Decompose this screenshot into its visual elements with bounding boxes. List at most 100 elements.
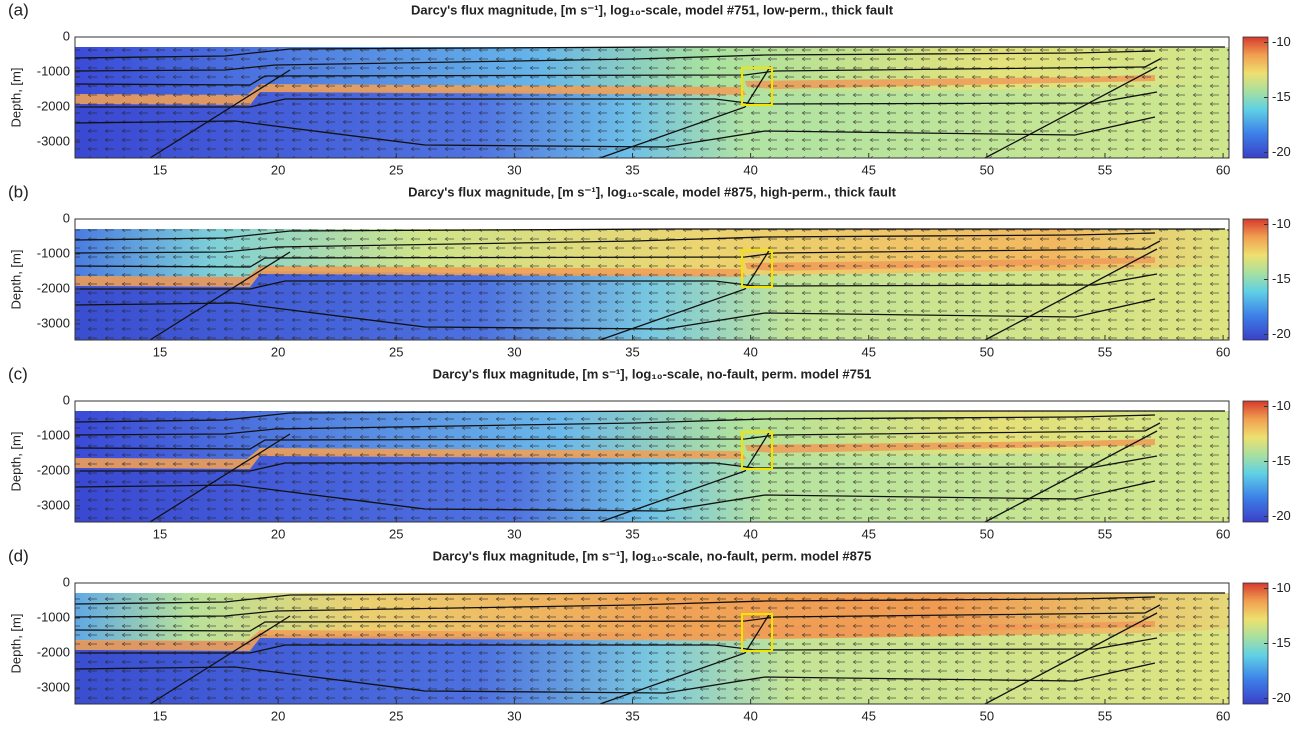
colorbar-tick-label: -15 <box>1272 635 1291 650</box>
y-axis-label: Depth, [m] <box>8 68 23 128</box>
y-tick-label: 0 <box>63 392 70 407</box>
highlight-box <box>741 613 773 652</box>
x-tick-label: 55 <box>1098 344 1112 359</box>
boundary-line <box>74 604 1161 632</box>
x-tick-label: 15 <box>153 344 167 359</box>
x-tick-label: 15 <box>153 162 167 177</box>
x-tick-label: 60 <box>1216 344 1230 359</box>
y-tick-label: -1000 <box>37 609 70 624</box>
x-tick-label: 45 <box>862 344 876 359</box>
x-tick-label: 15 <box>153 708 167 723</box>
boundary-line <box>74 662 1156 694</box>
colorbar-tick-label: -10 <box>1272 580 1291 595</box>
x-tick-label: 50 <box>980 344 994 359</box>
x-tick-label: 50 <box>980 162 994 177</box>
axes-frame <box>74 400 1230 523</box>
y-tick-label: -2000 <box>37 98 70 113</box>
x-tick-label: 35 <box>625 344 639 359</box>
panel-label: (c) <box>8 364 28 383</box>
top-band <box>75 583 1229 593</box>
x-tick-label: 50 <box>980 708 994 723</box>
chart-title: Darcy's flux magnitude, [m s⁻¹], log₁₀-s… <box>433 548 872 563</box>
boundary-line <box>74 228 1225 241</box>
axes-frame <box>74 582 1230 705</box>
boundary-line <box>74 422 1161 450</box>
x-tick-label: 55 <box>1098 162 1112 177</box>
boundary-line <box>74 414 1156 436</box>
x-tick-label: 25 <box>389 162 403 177</box>
boundary-line <box>75 273 1158 290</box>
x-tick-label: 60 <box>1216 526 1230 541</box>
boundary-line <box>74 298 1156 330</box>
x-tick-label: 45 <box>862 526 876 541</box>
x-tick-label: 35 <box>625 526 639 541</box>
y-tick-label: -1000 <box>37 427 70 442</box>
colorbar-tick-label: -15 <box>1272 89 1291 104</box>
boundary-line <box>149 251 291 341</box>
boundary-line <box>149 69 291 159</box>
x-tick-label: 20 <box>271 162 285 177</box>
panel-label: (b) <box>8 182 29 201</box>
boundary-line <box>74 46 1225 59</box>
colorbar <box>1242 218 1269 341</box>
boundary-line <box>149 433 291 523</box>
top-band <box>75 37 1229 47</box>
y-tick-label: -2000 <box>37 644 70 659</box>
boundary-line <box>599 66 771 159</box>
x-tick-label: 25 <box>389 526 403 541</box>
y-tick-label: -3000 <box>37 133 70 148</box>
colorbar-tick-label: -20 <box>1272 508 1291 523</box>
highlight-box <box>741 67 773 106</box>
panel-label: (d) <box>8 546 29 565</box>
x-tick-label: 40 <box>743 344 757 359</box>
colorbar-tick-label: -15 <box>1272 453 1291 468</box>
x-tick-label: 20 <box>271 344 285 359</box>
boundary-line <box>75 637 1158 654</box>
axes-frame <box>74 218 1230 341</box>
boundary-line <box>984 612 1158 705</box>
boundary-line <box>599 248 771 341</box>
colorbar-tick-label: -20 <box>1272 326 1291 341</box>
x-tick-label: 20 <box>271 708 285 723</box>
x-tick-label: 35 <box>625 708 639 723</box>
colorbar-tick-label: -20 <box>1272 690 1291 705</box>
x-tick-label: 40 <box>743 526 757 541</box>
boundary-line <box>74 240 1161 268</box>
boundary-line <box>984 66 1158 159</box>
axes-frame <box>74 36 1230 159</box>
x-tick-label: 40 <box>743 708 757 723</box>
y-axis-label: Depth, [m] <box>8 614 23 674</box>
x-tick-label: 20 <box>271 526 285 541</box>
x-tick-label: 25 <box>389 708 403 723</box>
y-tick-label: -2000 <box>37 280 70 295</box>
colorbar-tick-label: -20 <box>1272 144 1291 159</box>
y-axis-label: Depth, [m] <box>8 250 23 310</box>
y-tick-label: 0 <box>63 28 70 43</box>
boundary-line <box>984 430 1158 523</box>
x-tick-label: 55 <box>1098 526 1112 541</box>
boundary-line <box>74 592 1225 605</box>
colorbar <box>1242 36 1269 159</box>
x-tick-label: 25 <box>389 344 403 359</box>
x-tick-label: 55 <box>1098 708 1112 723</box>
y-tick-label: -1000 <box>37 245 70 260</box>
top-band <box>75 401 1229 411</box>
x-tick-label: 40 <box>743 162 757 177</box>
y-axis-label: Depth, [m] <box>8 432 23 492</box>
x-tick-label: 45 <box>862 708 876 723</box>
x-tick-label: 45 <box>862 162 876 177</box>
colorbar-tick-label: -15 <box>1272 271 1291 286</box>
chart-title: Darcy's flux magnitude, [m s⁻¹], log₁₀-s… <box>411 2 894 17</box>
panel-label: (a) <box>8 0 29 19</box>
x-tick-label: 30 <box>507 708 521 723</box>
boundary-line <box>74 58 1161 86</box>
boundary-line <box>984 248 1158 341</box>
x-tick-label: 60 <box>1216 708 1230 723</box>
boundary-line <box>75 91 1158 108</box>
y-tick-label: -2000 <box>37 462 70 477</box>
boundary-line <box>74 410 1225 423</box>
x-tick-label: 30 <box>507 344 521 359</box>
colorbar-tick-label: -10 <box>1272 216 1291 231</box>
top-band <box>75 219 1229 229</box>
highlight-box <box>741 249 773 288</box>
